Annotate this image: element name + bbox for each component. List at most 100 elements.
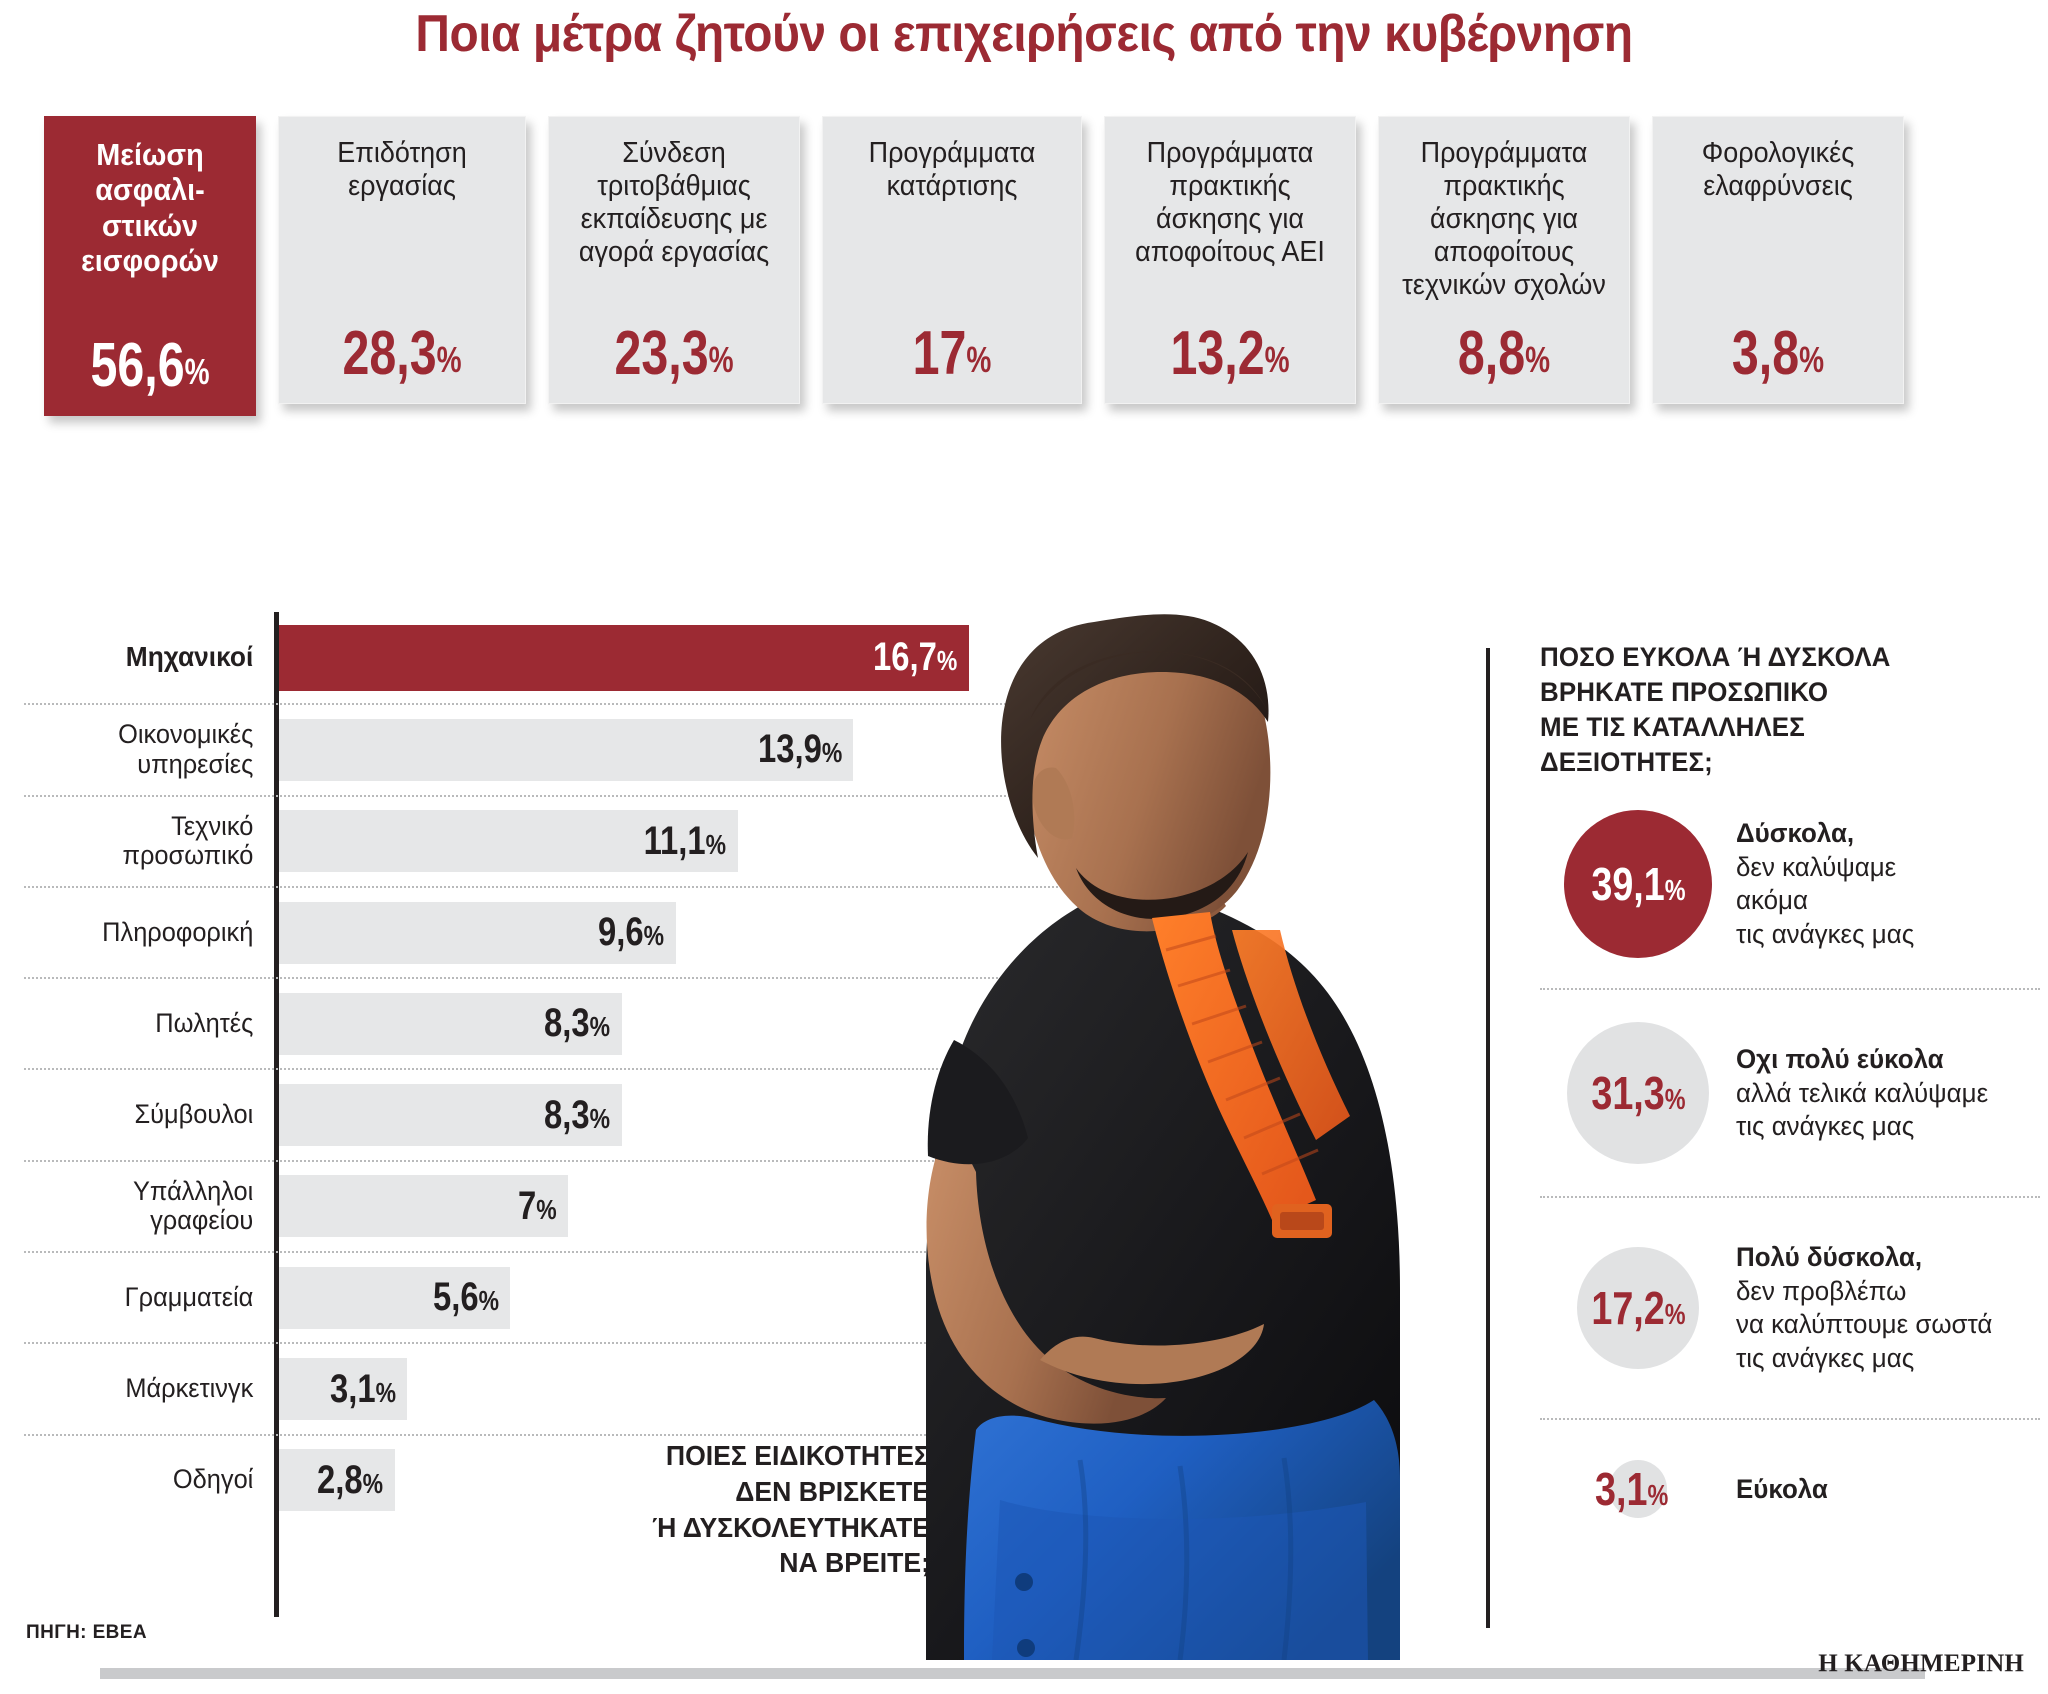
bar-category-label: Γραμματεία: [124, 1281, 254, 1312]
measure-card-label: Προγράμματα πρακτικής άσκησης για αποφοί…: [1402, 137, 1606, 302]
difficulty-circle-cell: 17,2%: [1540, 1247, 1736, 1370]
bar-track: 8,3%: [274, 979, 1134, 1068]
bar-value-label: 9,6%: [598, 910, 665, 955]
right-panel: ΠΟΣΟ ΕΥΚΟΛΑ Ή ΔΥΣΚΟΛΑ ΒΡΗΚΑΤΕ ΠΡΟΣΩΠΙΚΟ ΜΕ…: [1540, 640, 2040, 1558]
bar-fill: 9,6%: [279, 901, 676, 964]
bar-track: 5,6%: [274, 1253, 1134, 1342]
measure-card-label: Σύνδεση τριτοβάθμιας εκπαίδευσης με αγορ…: [578, 137, 770, 269]
worker-photo: [880, 600, 1540, 1661]
bar-value-label: 16,7%: [873, 635, 958, 680]
measure-card-label: Μείωση ασφαλι-στικών εισφορών: [81, 137, 219, 278]
bar-category-label: Οικονομικές υπηρεσίες: [118, 719, 254, 779]
measure-card-value: 17%: [912, 319, 992, 388]
bar-category-label: Πληροφορική: [102, 916, 254, 947]
bar-fill: 5,6%: [279, 1266, 511, 1329]
bar-value-label: 5,6%: [432, 1275, 499, 1320]
difficulty-value: 3,1%: [1595, 1463, 1669, 1516]
bar-row: Σύμβουλοι 8,3%: [24, 1068, 1134, 1159]
bar-fill: 11,1%: [279, 810, 738, 873]
bar-row: Γραμματεία 5,6%: [24, 1251, 1134, 1342]
bar-category-label: Πωλητές: [155, 1007, 254, 1038]
bar-fill: 16,7%: [279, 624, 969, 691]
page-title: Ποια μέτρα ζητούν οι επιχειρήσεις από τη…: [415, 5, 1633, 63]
difficulty-circle-cell: 3,1%: [1540, 1460, 1736, 1519]
bar-value-label: 3,1%: [329, 1366, 396, 1411]
bar-row: Μηχανικοί 16,7%: [24, 612, 1134, 703]
bar-category-label: Σύμβουλοι: [134, 1099, 254, 1130]
bar-value-label: 13,9%: [757, 727, 842, 772]
difficulty-description-title: Εύκολα: [1736, 1473, 1828, 1504]
bar-row: Πωλητές 8,3%: [24, 977, 1134, 1068]
measure-card-4[interactable]: Προγράμματα κατάρτισης 17%: [822, 116, 1082, 404]
difficulty-description: Εύκολα: [1736, 1473, 2028, 1507]
bar-track: 7%: [274, 1162, 1134, 1251]
difficulty-value: 17,2%: [1590, 1282, 1686, 1335]
bar-value-label: 2,8%: [317, 1457, 384, 1502]
bar-row: Οδηγοί 2,8%: [24, 1433, 1134, 1525]
bar-category-label: Οδηγοί: [172, 1464, 254, 1495]
difficulty-description-body: δεν καλύψαμε ακόμα τις ανάγκες μας: [1736, 851, 1915, 950]
bar-category-label: Μηχανικοί: [125, 641, 254, 673]
measure-card-label: Προγράμματα πρακτικής άσκησης για αποφοί…: [1135, 137, 1325, 269]
bar-value-label: 8,3%: [544, 1001, 611, 1046]
difficulty-circle-cell: 39,1%: [1540, 810, 1736, 959]
difficulty-description: Οχι πολύ εύκολα αλλά τελικά καλύψαμε τις α…: [1736, 1043, 2028, 1144]
difficulty-description: Δύσκολα, δεν καλύψαμε ακόμα τις ανάγκες μας: [1736, 817, 2028, 952]
measure-card-5[interactable]: Προγράμματα πρακτικής άσκησης για αποφοί…: [1104, 116, 1356, 404]
difficulty-circle: 31,3%: [1567, 1022, 1709, 1165]
source-note: ΠΗΓΗ: ΕΒΕΑ: [26, 1622, 147, 1643]
bar-fill: 13,9%: [279, 718, 854, 781]
bar-row: Μάρκετινγκ 3,1%: [24, 1342, 1134, 1433]
measure-card-6[interactable]: Προγράμματα πρακτικής άσκησης για αποφοί…: [1378, 116, 1630, 404]
difficulty-description-body: δεν προβλέπω να καλύπτουμε σωστά τις ανάγκ…: [1736, 1275, 1993, 1374]
difficulty-description-title: Οχι πολύ εύκολα: [1736, 1043, 1944, 1074]
bar-fill: 2,8%: [279, 1449, 395, 1512]
difficulty-circle-cell: 31,3%: [1540, 1022, 1736, 1165]
difficulty-item: 31,3% Οχι πολύ εύκολα αλλά τελικά καλύψαμε…: [1540, 988, 2040, 1196]
measure-card-value: 28,3%: [342, 319, 462, 388]
chart-axis-line: [274, 612, 279, 1617]
measure-card-value: 8,8%: [1457, 319, 1551, 388]
bar-fill: 7%: [279, 1175, 569, 1238]
bar-category-label: Υπάλληλοι γραφείου: [133, 1175, 254, 1236]
bar-track: 11,1%: [274, 797, 1134, 886]
measure-card-2[interactable]: Επιδότηση εργασίας 28,3%: [278, 116, 526, 404]
difficulty-item: 17,2% Πολύ δύσκολα, δεν προβλέπω να καλύπτο…: [1540, 1196, 2040, 1418]
difficulty-value: 31,3%: [1590, 1067, 1686, 1120]
difficulty-description-title: Δύσκολα,: [1736, 817, 1855, 848]
bar-row: Οικονομικές υπηρεσίες 13,9%: [24, 703, 1134, 794]
right-panel-heading: ΠΟΣΟ ΕΥΚΟΛΑ Ή ΔΥΣΚΟΛΑ ΒΡΗΚΑΤΕ ΠΡΟΣΩΠΙΚΟ ΜΕ…: [1540, 642, 1891, 778]
measure-card-1[interactable]: Μείωση ασφαλι-στικών εισφορών 56,6%: [44, 116, 256, 416]
difficulty-description: Πολύ δύσκολα, δεν προβλέπω να καλύπτουμε σ…: [1736, 1241, 2028, 1376]
bar-fill: 8,3%: [279, 1084, 622, 1147]
measure-card-label: Προγράμματα κατάρτισης: [868, 137, 1036, 203]
bar-track: 3,1%: [274, 1344, 1134, 1433]
bar-fill: 8,3%: [279, 992, 622, 1055]
measure-card-label: Επιδότηση εργασίας: [337, 137, 467, 203]
bar-value-label: 8,3%: [544, 1092, 611, 1137]
measures-card-strip: Μείωση ασφαλι-στικών εισφορών 56,6% Επιδότ…: [44, 116, 2004, 516]
bar-track: 9,6%: [274, 888, 1134, 977]
difficulty-item: 39,1% Δύσκολα, δεν καλύψαμε ακόμα τις ανάγκε…: [1540, 780, 2040, 988]
specialties-bar-chart: Μηχανικοί 16,7% Οικονομικές υπηρεσίες 13,9%…: [24, 612, 1134, 1622]
difficulty-description-title: Πολύ δύσκολα,: [1736, 1241, 1923, 1272]
bar-track: 16,7%: [274, 612, 1134, 703]
right-panel-items: 39,1% Δύσκολα, δεν καλύψαμε ακόμα τις ανάγκε…: [1540, 780, 2040, 1558]
difficulty-description-body: αλλά τελικά καλύψαμε τις ανάγκες μας: [1736, 1077, 1989, 1142]
bar-row: Τεχνικό προσωπικό 11,1%: [24, 794, 1134, 886]
bar-row: Πληροφορική 9,6%: [24, 885, 1134, 977]
bar-category-label: Τεχνικό προσωπικό: [122, 810, 254, 871]
bar-value-label: 11,1%: [643, 818, 727, 863]
measure-card-value: 13,2%: [1170, 319, 1290, 388]
bar-value-label: 7%: [518, 1183, 557, 1228]
measure-card-value: 56,6%: [90, 331, 210, 400]
bar-track: 13,9%: [274, 705, 1134, 794]
footer-rule: [100, 1668, 1925, 1679]
difficulty-circle: 3,1%: [1595, 1460, 1669, 1519]
measure-card-value: 23,3%: [614, 319, 734, 388]
measure-card-value: 3,8%: [1731, 319, 1825, 388]
measure-card-7[interactable]: Φορολογικές ελαφρύνσεις 3,8%: [1652, 116, 1904, 404]
measure-card-3[interactable]: Σύνδεση τριτοβάθμιας εκπαίδευσης με αγορ…: [548, 116, 800, 404]
bar-track: 8,3%: [274, 1070, 1134, 1159]
